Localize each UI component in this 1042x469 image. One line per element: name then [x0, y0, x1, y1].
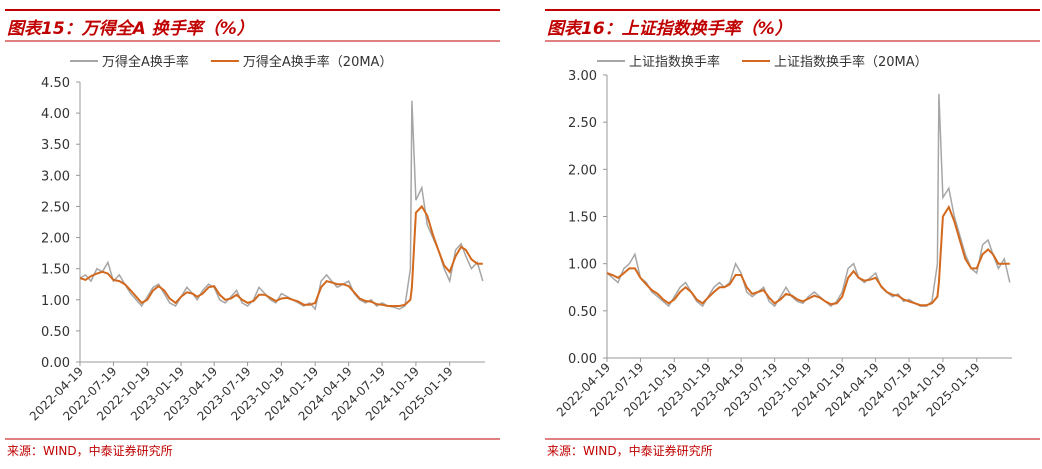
y-tick-label: 4.00 [41, 107, 70, 122]
y-tick-label: 2.00 [41, 232, 70, 247]
y-tick-label: 3.00 [41, 169, 70, 184]
series-line [79, 204, 483, 307]
chart-title: 图表16：上证指数换手率（%） [547, 19, 792, 39]
legend-label: 上证指数换手率（20MA） [774, 54, 928, 70]
y-tick-label: 3.50 [41, 138, 70, 153]
y-tick-label: 4.50 [41, 76, 70, 91]
y-tick-label: 1.50 [41, 263, 70, 278]
y-tick-label: 2.50 [41, 200, 70, 215]
y-tick-label: 0.50 [41, 325, 70, 340]
series-line [606, 93, 1011, 308]
y-tick-label: 1.00 [568, 258, 597, 273]
chart-title: 图表15：万得全A 换手率（%） [7, 19, 254, 39]
y-tick-label: 1.50 [568, 211, 597, 226]
y-tick-label: 0.50 [568, 305, 597, 320]
y-tick-label: 0.00 [41, 356, 70, 371]
y-tick-label: 2.00 [568, 163, 597, 178]
series-line [606, 204, 1010, 307]
y-tick-label: 1.00 [41, 294, 70, 309]
source: 来源：WIND，中泰证券研究所 [7, 443, 173, 458]
source: 来源：WIND，中泰证券研究所 [547, 443, 713, 458]
legend-label: 万得全A换手率 [102, 54, 189, 70]
legend-label: 上证指数换手率 [629, 54, 720, 70]
y-tick-label: 3.00 [568, 69, 597, 84]
legend-label: 万得全A换手率（20MA） [243, 54, 393, 70]
series-line [79, 100, 484, 311]
y-tick-label: 2.50 [568, 116, 597, 131]
y-tick-label: 0.00 [568, 352, 597, 367]
